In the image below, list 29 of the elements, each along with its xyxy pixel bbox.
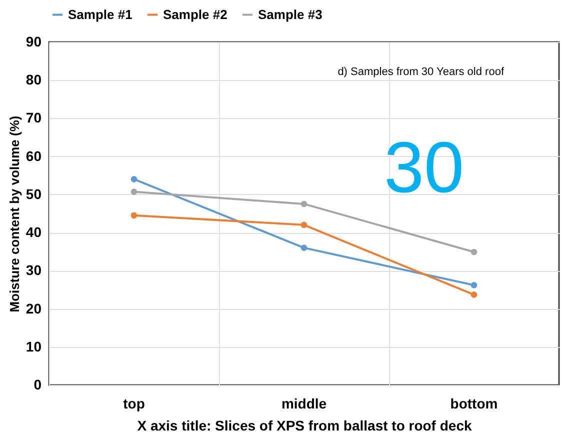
point [300, 200, 308, 208]
point [300, 222, 308, 228]
annotation: d) Samples from 30 Years old roof [338, 66, 505, 78]
y-tick-label: 70 [26, 110, 42, 126]
point [130, 212, 138, 219]
x-tick-label: middle [281, 396, 327, 412]
point [470, 292, 478, 298]
y-tick-label: 30 [26, 262, 42, 278]
y-tick-label: 0 [34, 376, 42, 392]
y-tick-label: 20 [26, 300, 42, 316]
point [300, 244, 308, 251]
legend-label: Sample #1 [68, 6, 132, 22]
y-tick-label: 90 [26, 34, 42, 50]
legend-label: Sample #3 [258, 6, 322, 22]
y-tick-label: 80 [26, 72, 42, 88]
point [470, 248, 478, 256]
x-tick-label: bottom [450, 396, 498, 412]
point [130, 188, 138, 195]
y-tick-label: 40 [26, 224, 42, 240]
point [130, 176, 138, 182]
point [470, 282, 478, 288]
y-tick-label: 60 [26, 148, 42, 164]
legend-label: Sample #2 [163, 6, 228, 22]
annotation: 30 [384, 128, 464, 208]
y-tick-label: 50 [26, 186, 42, 202]
y-axis-title: Moisture content by volume (%) [6, 116, 22, 312]
x-axis-title: X axis title: Slices of XPS from ballast to roof deck [137, 418, 472, 434]
x-tick-label: top [123, 396, 145, 412]
y-tick-label: 10 [26, 338, 42, 354]
